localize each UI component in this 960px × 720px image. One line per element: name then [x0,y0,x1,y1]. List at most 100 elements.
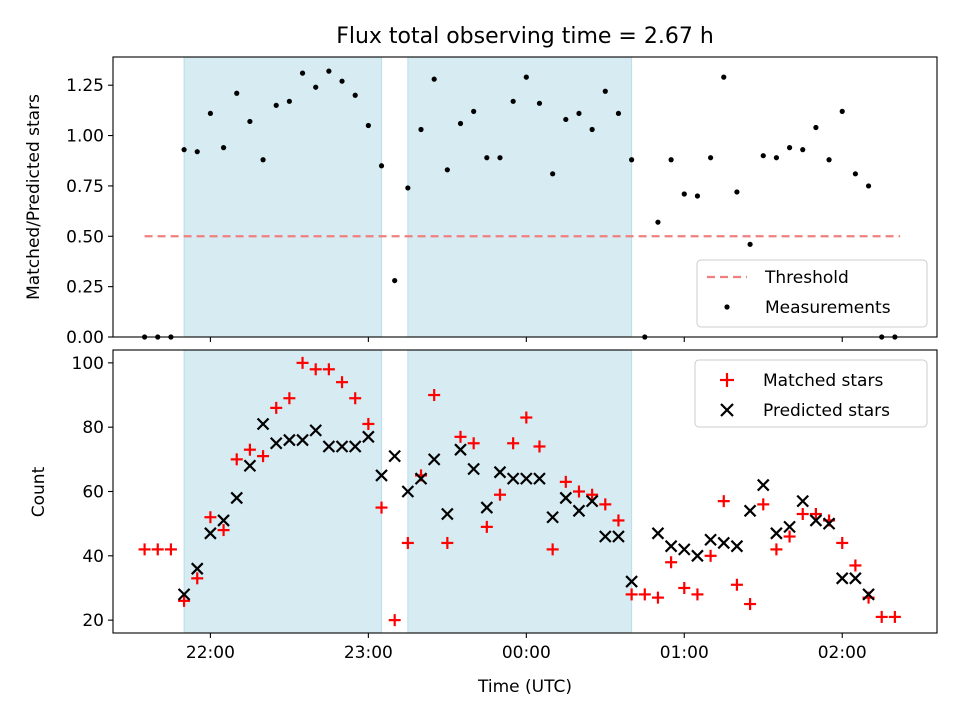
matched-star-point [757,498,770,511]
measurement-point [681,191,687,197]
measurement-point [602,88,608,94]
predicted-star-point [388,449,401,463]
matched-star-point [441,536,454,549]
matched-star-point [257,450,270,463]
predicted-star-point [506,472,520,485]
matched-star-point [533,440,546,453]
measurement-point [220,145,227,151]
matched-star-point [270,401,283,414]
matched-star-point [625,588,638,601]
predicted-star-point [269,436,283,450]
matched-star-point [296,356,309,369]
measurement-point [405,185,411,191]
matched-star-point [678,581,691,594]
measurement-point [826,157,832,163]
predicted-star-point [677,543,691,556]
predicted-star-point [625,575,638,588]
matched-star-point [428,389,441,402]
matched-star-point [151,543,164,556]
measurement-point [431,76,437,82]
measurement-point [550,171,556,177]
matched-star-point [612,514,625,527]
x-tick-label: 23:00 [344,643,393,663]
matched-star-point [691,588,704,601]
predicted-star-point [243,459,257,473]
measurement-point [339,78,345,84]
measurement-point [365,122,371,129]
matched-star-point [283,392,296,405]
predicted-star-point [559,491,573,505]
matched-star-point [191,572,204,585]
matched-star-point [493,488,506,501]
x-tick-label: 01:00 [660,643,709,663]
predicted-star-point [796,494,810,508]
measurement-point [865,183,872,189]
matched-star-point [230,453,243,466]
measurement-point [734,189,740,195]
y-tick-label: 0.00 [66,328,104,348]
top-y-axis-label: Matched/Predicted stars [24,94,44,300]
bottom-legend: Matched stars Predicted stars [694,359,928,428]
predicted-star-point [783,520,796,534]
predicted-star-point [664,539,678,553]
predicted-star-point [414,472,428,485]
predicted-star-point [651,527,665,540]
matched-star-point [520,411,533,424]
matched-star-point [586,488,599,501]
y-tick-label: 1.25 [66,76,104,96]
predicted-star-point [809,514,823,527]
matched-star-point [651,591,664,604]
measurement-point [457,120,464,127]
matched-star-point [717,495,730,508]
predicted-star-point [204,527,217,540]
legend-measurements-swatch [724,304,730,310]
matched-star-point [322,363,335,376]
matched-star-point [770,543,783,556]
measurement-point [313,84,319,90]
matched-star-point [572,485,585,498]
matched-star-point [204,511,217,524]
matched-star-point [164,543,177,556]
measurement-point [800,147,806,153]
matched-star-point [730,578,743,591]
predicted-star-point [335,440,349,453]
predicted-star-point [599,530,612,543]
predicted-star-point [862,588,875,601]
predicted-star-point [256,417,270,431]
predicted-star-point [730,539,744,553]
matched-star-point [349,392,362,405]
predicted-star-point [454,443,467,456]
measurement-point [484,155,490,161]
measurement-point [273,102,279,108]
measurement-point [352,92,358,98]
measurement-point [378,163,385,169]
predicted-star-point [283,433,296,447]
y-tick-label: 40 [82,547,104,567]
matched-star-point [178,594,191,607]
predicted-star-point [322,440,336,453]
y-tick-label: 20 [82,611,104,631]
legend-measurements-label: Measurements [765,298,891,318]
measurement-point [234,90,240,96]
legend-threshold-label: Threshold [764,268,849,288]
measurement-point [721,74,727,80]
measurement-point [694,193,701,199]
measurement-point [655,219,661,225]
legend-matched-swatch [720,373,734,387]
matched-star-point [559,475,572,488]
measurement-point [707,155,714,161]
matched-star-point [467,437,480,450]
top-plot-frame [112,56,938,338]
predicted-star-point [362,430,375,444]
matched-star-point [243,443,256,456]
matched-star-point [217,524,230,537]
predicted-star-point [401,485,415,498]
top-legend-box [696,259,928,328]
measurement-point [589,126,595,133]
predicted-star-point [441,507,454,521]
measurement-point [615,110,622,117]
matched-star-point [783,530,796,543]
predicted-star-point [822,517,836,530]
measurement-point [668,157,674,163]
matched-star-point [336,376,349,389]
